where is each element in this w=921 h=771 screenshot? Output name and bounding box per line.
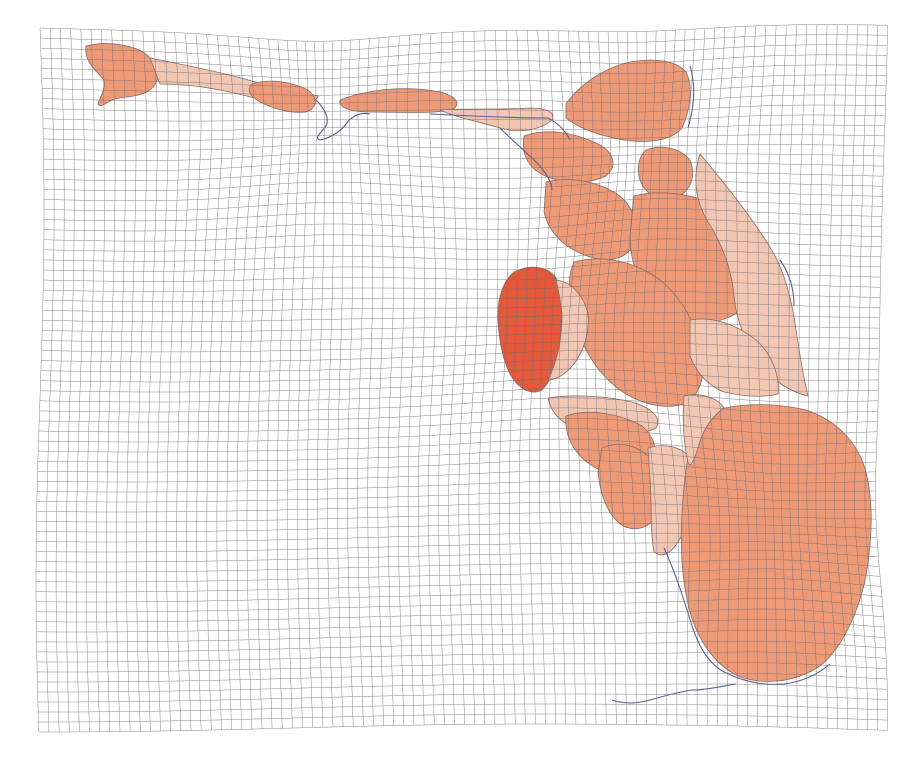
grid-line-horizontal [36, 501, 876, 513]
region-east-coast-strip [695, 153, 809, 397]
grid-line-horizontal [36, 619, 885, 633]
grid-line-horizontal [43, 124, 885, 132]
grid-line-horizontal [42, 312, 880, 323]
grid-line-horizontal [36, 541, 878, 553]
grid-line-horizontal [38, 428, 877, 445]
grid-line-horizontal [37, 470, 876, 484]
region-jacksonville-south [637, 146, 694, 200]
grid-line-horizontal [39, 397, 878, 414]
deformed-grid [35, 24, 889, 733]
grid-line-horizontal [43, 179, 883, 191]
grid-line-horizontal [37, 459, 876, 475]
grid-line-horizontal [42, 114, 886, 122]
grid-line-horizontal [38, 713, 888, 723]
grid-line-horizontal [36, 491, 876, 503]
grid-line-horizontal [37, 481, 876, 493]
grid-line-horizontal [38, 438, 877, 455]
grid-line-horizontal [36, 512, 877, 523]
grid-line-horizontal [43, 189, 883, 201]
grid-line-horizontal [36, 588, 882, 603]
grid-line-horizontal [43, 218, 882, 232]
grid-line-horizontal [41, 350, 880, 363]
grid-line-horizontal [35, 559, 880, 573]
coastline-big-bend [499, 117, 571, 191]
grid-line-horizontal [37, 673, 888, 683]
grid-line-horizontal [43, 280, 881, 292]
grid-line-horizontal [37, 449, 877, 465]
region-southeast [680, 404, 872, 682]
region-east-central [689, 318, 779, 397]
grid-line-horizontal [42, 291, 881, 302]
grid-line-horizontal [43, 249, 881, 262]
grid-line-horizontal [36, 630, 886, 643]
grid-line-horizontal [42, 94, 886, 104]
grid-line-horizontal [37, 693, 888, 703]
grid-line-horizontal [41, 74, 887, 88]
grid-line-horizontal [36, 522, 877, 533]
grid-line-horizontal [42, 301, 881, 313]
coastline-east [687, 65, 795, 307]
grid-line-horizontal [41, 341, 880, 353]
grid-line-horizontal [38, 723, 888, 733]
grid-line-horizontal [35, 568, 881, 583]
grid-line-horizontal [43, 270, 881, 282]
coastline-panhandle [315, 99, 549, 141]
grid-line-horizontal [41, 54, 888, 71]
grid-line-horizontal [43, 208, 882, 222]
grid-line-horizontal [37, 662, 887, 673]
grid-line-horizontal [36, 532, 878, 543]
grid-line-horizontal [35, 578, 882, 593]
grid-line-horizontal [40, 368, 879, 383]
grid-line-horizontal [42, 104, 886, 113]
grid-line-horizontal [40, 34, 888, 52]
grid-line-horizontal [36, 608, 884, 623]
grid-line-horizontal [42, 84, 887, 96]
grid-line-horizontal [42, 322, 880, 333]
grid-line-horizontal [43, 228, 882, 242]
grid-line-horizontal [38, 703, 888, 713]
grid-line-horizontal [38, 417, 878, 435]
coastline-southwest [663, 547, 831, 685]
grid-line-horizontal [36, 550, 879, 563]
grid-line-horizontal [43, 144, 885, 151]
grid-line-horizontal [36, 651, 887, 663]
grid-line-horizontal [39, 24, 888, 42]
grid-line-horizontal [36, 598, 883, 613]
grid-line-horizontal [43, 259, 881, 272]
grid-line-horizontal [41, 64, 887, 79]
grid-line-horizontal [43, 134, 885, 141]
grid-line-horizontal [43, 198, 883, 212]
grid-line-horizontal [40, 378, 879, 393]
grid-line-horizontal [40, 359, 879, 373]
grid-line-horizontal [43, 238, 882, 252]
grid-line-horizontal [43, 171, 884, 181]
grid-line-horizontal [39, 387, 879, 403]
grid-line-horizontal [43, 152, 884, 161]
grid-line-horizontal [40, 44, 888, 61]
grid-line-horizontal [43, 162, 884, 171]
grid-line-horizontal [37, 683, 888, 693]
grid-line-horizontal [41, 331, 880, 343]
grid-line-horizontal [39, 407, 878, 424]
grid-line-horizontal [36, 640, 886, 653]
